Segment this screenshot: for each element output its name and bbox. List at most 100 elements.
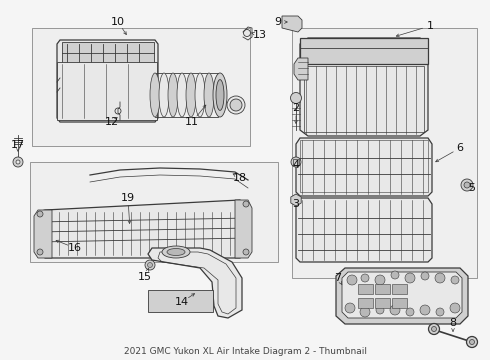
Bar — [57, 62, 157, 120]
Circle shape — [420, 305, 430, 315]
Text: 13: 13 — [253, 30, 267, 40]
Ellipse shape — [230, 99, 242, 111]
Ellipse shape — [162, 246, 190, 258]
Circle shape — [391, 271, 399, 279]
Circle shape — [406, 308, 414, 316]
Text: 10: 10 — [111, 17, 125, 27]
Circle shape — [469, 339, 474, 345]
Text: 6: 6 — [457, 143, 464, 153]
Circle shape — [243, 201, 249, 207]
Polygon shape — [235, 200, 252, 258]
Polygon shape — [38, 200, 248, 258]
Circle shape — [291, 157, 301, 167]
Ellipse shape — [227, 96, 245, 114]
Text: 12: 12 — [105, 117, 119, 127]
Bar — [358, 284, 373, 294]
Bar — [304, 66, 424, 132]
Ellipse shape — [186, 73, 196, 117]
Polygon shape — [34, 210, 52, 258]
Polygon shape — [296, 198, 432, 262]
Circle shape — [390, 305, 400, 315]
Bar — [358, 298, 373, 308]
Text: 8: 8 — [449, 318, 457, 328]
Bar — [148, 290, 213, 312]
Bar — [30, 162, 278, 262]
Text: 14: 14 — [175, 297, 189, 307]
Circle shape — [466, 337, 477, 347]
Circle shape — [345, 303, 355, 313]
Polygon shape — [300, 38, 428, 136]
Circle shape — [421, 272, 429, 280]
Polygon shape — [336, 268, 468, 324]
Bar — [392, 298, 407, 308]
Circle shape — [376, 306, 384, 314]
Ellipse shape — [216, 80, 224, 111]
Circle shape — [451, 276, 459, 284]
Bar — [392, 284, 407, 294]
Circle shape — [160, 303, 165, 309]
Ellipse shape — [168, 73, 178, 117]
Circle shape — [432, 327, 437, 332]
Bar — [292, 28, 477, 278]
Ellipse shape — [150, 73, 160, 117]
Text: 1: 1 — [426, 21, 434, 31]
Circle shape — [244, 30, 250, 36]
Circle shape — [375, 275, 385, 285]
Circle shape — [13, 157, 23, 167]
Circle shape — [347, 275, 357, 285]
Circle shape — [243, 249, 249, 255]
Text: 16: 16 — [68, 243, 82, 253]
Text: 7: 7 — [335, 273, 342, 283]
Text: 15: 15 — [138, 272, 152, 282]
Bar — [375, 298, 390, 308]
Ellipse shape — [213, 73, 227, 117]
Polygon shape — [291, 194, 301, 206]
Bar — [375, 284, 390, 294]
Circle shape — [150, 303, 155, 309]
Bar — [62, 42, 154, 64]
Circle shape — [160, 293, 165, 298]
Text: 4: 4 — [293, 160, 299, 170]
Circle shape — [145, 260, 155, 270]
Circle shape — [361, 274, 369, 282]
Text: 5: 5 — [468, 183, 475, 193]
Polygon shape — [342, 272, 462, 318]
Ellipse shape — [204, 73, 214, 117]
Circle shape — [436, 308, 444, 316]
Text: 3: 3 — [293, 199, 299, 209]
Ellipse shape — [167, 248, 185, 256]
Circle shape — [428, 324, 440, 334]
Circle shape — [37, 211, 43, 217]
Text: 17: 17 — [11, 140, 25, 150]
Bar — [32, 28, 250, 146]
Circle shape — [405, 273, 415, 283]
Circle shape — [150, 293, 155, 298]
Bar — [300, 140, 428, 192]
Circle shape — [147, 262, 152, 267]
Bar — [293, 159, 299, 165]
Polygon shape — [296, 138, 432, 196]
Polygon shape — [294, 58, 308, 80]
Polygon shape — [148, 248, 242, 318]
Circle shape — [37, 249, 43, 255]
Text: 2: 2 — [293, 103, 299, 113]
Text: 19: 19 — [121, 193, 135, 203]
Ellipse shape — [159, 73, 169, 117]
Circle shape — [461, 179, 473, 191]
Circle shape — [16, 160, 20, 164]
Text: 2021 GMC Yukon XL Air Intake Diagram 2 - Thumbnail: 2021 GMC Yukon XL Air Intake Diagram 2 -… — [123, 347, 367, 356]
Circle shape — [450, 303, 460, 313]
Ellipse shape — [177, 73, 187, 117]
Circle shape — [291, 93, 301, 104]
Text: 11: 11 — [185, 117, 199, 127]
Polygon shape — [282, 16, 302, 32]
Circle shape — [360, 307, 370, 317]
Text: 18: 18 — [233, 173, 247, 183]
Polygon shape — [57, 40, 158, 122]
Ellipse shape — [195, 73, 205, 117]
Circle shape — [435, 273, 445, 283]
Circle shape — [115, 108, 121, 114]
Text: 9: 9 — [274, 17, 282, 27]
Bar — [300, 38, 428, 64]
Circle shape — [464, 182, 470, 188]
